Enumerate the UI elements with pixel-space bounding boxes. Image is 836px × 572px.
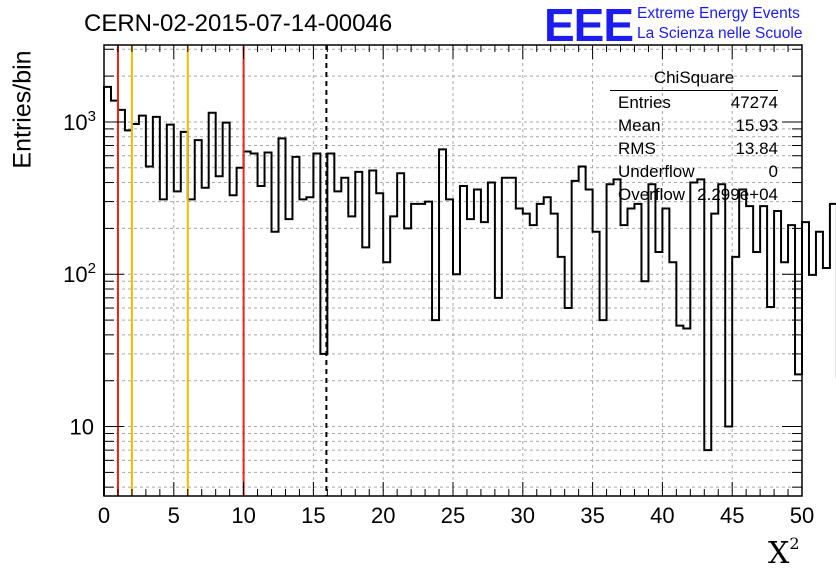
stats-row: Underflow 0 (610, 160, 778, 183)
eee-logo-text: Extreme Energy Events La Scienza nelle S… (637, 4, 802, 44)
x-tick-label: 10 (231, 503, 255, 528)
stats-divider (610, 90, 778, 91)
x-tick-label: 50 (790, 503, 814, 528)
x-tick-label: 35 (580, 503, 604, 528)
x-tick-label: 5 (168, 503, 180, 528)
stats-key: RMS (618, 139, 656, 158)
x-tick-label: 45 (720, 503, 744, 528)
stats-row: Overflow 2.299e+04 (610, 183, 778, 206)
x-axis-label-sup: 2 (789, 534, 800, 553)
eee-logo: EEE (544, 0, 634, 51)
stats-box: ChiSquare Entries 47274 Mean 15.93 RMS 13.8… (610, 68, 778, 206)
stats-value: 2.299e+04 (697, 185, 778, 204)
y-tick-label: 10 (70, 415, 94, 440)
logo-line-1: Extreme Energy Events (637, 5, 800, 22)
stats-row: Entries 47274 (610, 91, 778, 114)
stats-key: Underflow (618, 162, 695, 181)
x-tick-label: 15 (301, 503, 325, 528)
stats-key: Mean (618, 116, 661, 135)
y-tick-label-exponent: 2 (88, 260, 96, 277)
x-tick-label: 40 (650, 503, 674, 528)
x-tick-label: 25 (441, 503, 465, 528)
stats-value: 13.84 (735, 139, 778, 158)
y-tick-label: 103 (63, 108, 96, 135)
stats-value: 15.93 (735, 116, 778, 135)
y-tick-label-base: 10 (63, 110, 87, 135)
logo-line-2: La Scienza nelle Scuole (637, 25, 803, 42)
stats-key: Entries (618, 93, 671, 112)
x-tick-label: 0 (98, 503, 110, 528)
y-tick-label: 102 (63, 260, 96, 287)
y-tick-label-base: 10 (63, 262, 87, 287)
stats-row: Mean 15.93 (610, 114, 778, 137)
stats-title: ChiSquare (653, 68, 735, 87)
stats-value: 0 (768, 162, 778, 181)
x-tick-label: 30 (511, 503, 535, 528)
x-axis-label: X2 (768, 534, 800, 571)
x-tick-label: 20 (371, 503, 395, 528)
stats-value: 47274 (730, 93, 778, 112)
stats-row: RMS 13.84 (610, 137, 778, 160)
stats-key: Overflow (618, 185, 686, 204)
run-title: CERN-02-2015-07-14-00046 (84, 10, 393, 37)
y-tick-label-exponent: 3 (88, 108, 96, 125)
x-axis-label-base: X (768, 536, 790, 571)
y-axis-label: Entries/bin (8, 50, 37, 169)
